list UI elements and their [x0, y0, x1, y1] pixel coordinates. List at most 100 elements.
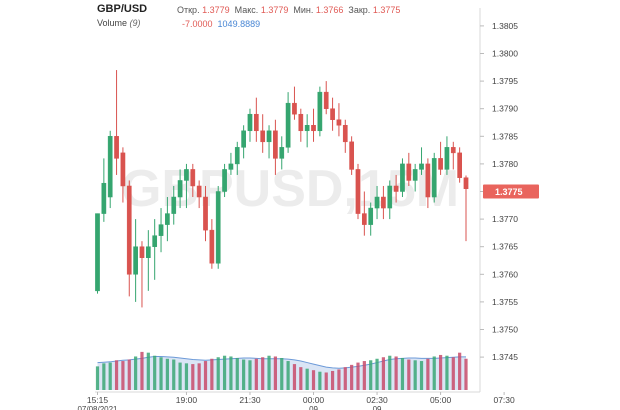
- candle-body[interactable]: [260, 130, 266, 143]
- volume-bar: [286, 361, 290, 390]
- candle-body[interactable]: [190, 169, 196, 187]
- candle-body[interactable]: [349, 141, 354, 170]
- candle-body[interactable]: [368, 207, 374, 225]
- volume-bar: [203, 361, 208, 390]
- candle-body[interactable]: [463, 177, 469, 189]
- candle-body[interactable]: [133, 246, 138, 275]
- candle-body[interactable]: [209, 229, 215, 264]
- candle-body[interactable]: [323, 91, 329, 109]
- candle-body[interactable]: [406, 163, 412, 181]
- candle-body[interactable]: [107, 136, 113, 198]
- volume-bar: [438, 354, 443, 390]
- candle-body[interactable]: [444, 147, 450, 170]
- volume-bar: [350, 364, 354, 390]
- candle-body[interactable]: [203, 196, 208, 231]
- low-value: 1.3766: [315, 5, 344, 15]
- volume-bar: [267, 355, 271, 390]
- candle-body[interactable]: [311, 125, 316, 132]
- candle-body[interactable]: [438, 158, 443, 170]
- candle-body[interactable]: [145, 246, 151, 258]
- close-label: Закр.: [348, 5, 371, 15]
- candle-body[interactable]: [457, 152, 462, 178]
- volume-bar: [184, 363, 189, 390]
- volume-bar: [394, 356, 398, 390]
- candle-body[interactable]: [241, 130, 246, 148]
- candle-body[interactable]: [304, 125, 310, 132]
- y-tick-label: 1.3765: [492, 242, 518, 252]
- x-tick-label: 15:15: [87, 395, 109, 405]
- volume-bar: [178, 362, 182, 390]
- volume-ma-value: 1049.8889: [217, 19, 261, 29]
- last-price-tag: [483, 184, 539, 199]
- volume-bar: [451, 357, 455, 390]
- volume-bar: [375, 358, 379, 390]
- x-tick-label: 02:30: [366, 395, 388, 405]
- candle-body[interactable]: [247, 113, 253, 132]
- candle-body[interactable]: [196, 185, 202, 198]
- candle-body[interactable]: [253, 113, 259, 132]
- candle-body[interactable]: [450, 147, 456, 154]
- candle-body[interactable]: [266, 130, 272, 143]
- candle-body[interactable]: [158, 224, 164, 236]
- volume-bar: [458, 352, 462, 390]
- candle-body[interactable]: [114, 136, 119, 159]
- candle-body[interactable]: [298, 113, 304, 132]
- volume-bar: [114, 360, 119, 390]
- candle-body[interactable]: [374, 196, 380, 209]
- volume-period: (9): [129, 18, 141, 28]
- candle-body[interactable]: [184, 169, 189, 181]
- volume-bar: [419, 361, 424, 390]
- candle-body[interactable]: [412, 169, 418, 181]
- candle-body[interactable]: [336, 119, 342, 126]
- volume-bar: [121, 361, 125, 390]
- candle-body[interactable]: [222, 169, 227, 192]
- candle-body[interactable]: [152, 235, 158, 247]
- candle-body[interactable]: [165, 213, 170, 225]
- candle-body[interactable]: [330, 108, 335, 120]
- candle-body[interactable]: [317, 91, 323, 132]
- candle-body[interactable]: [361, 213, 367, 225]
- volume-bar: [330, 370, 335, 390]
- y-tick-label: 1.3755: [492, 297, 518, 307]
- candle-body[interactable]: [292, 102, 297, 115]
- volume-bar: [242, 359, 246, 390]
- low-label: Мин.: [293, 5, 314, 15]
- candle-body[interactable]: [126, 185, 132, 275]
- candle-body[interactable]: [381, 196, 386, 209]
- candle-body[interactable]: [400, 163, 405, 192]
- candle-body[interactable]: [234, 147, 240, 165]
- open-label: Откр.: [177, 5, 200, 15]
- candle-body[interactable]: [419, 163, 424, 170]
- volume-bar: [305, 368, 309, 390]
- candle-body[interactable]: [342, 125, 348, 143]
- candle-body[interactable]: [120, 152, 126, 187]
- candle-body[interactable]: [273, 130, 278, 159]
- x-tick-label: 05:00: [430, 395, 452, 405]
- candle-body[interactable]: [285, 102, 291, 148]
- volume-bar: [400, 358, 405, 390]
- high-value: 1.3779: [260, 5, 289, 15]
- candle-body[interactable]: [279, 147, 285, 159]
- candle-body[interactable]: [425, 163, 431, 198]
- volume-bar: [134, 356, 138, 390]
- candle-body[interactable]: [95, 213, 100, 292]
- candle-body[interactable]: [177, 180, 183, 198]
- candle-body[interactable]: [387, 185, 393, 209]
- x-tick-label: 07:30: [493, 395, 515, 405]
- candle-body[interactable]: [431, 158, 437, 198]
- candle-body[interactable]: [393, 185, 399, 192]
- candle-body[interactable]: [355, 169, 361, 214]
- x-tick-sublabel: 09: [373, 405, 382, 410]
- volume-bar: [140, 351, 144, 390]
- volume-bar: [432, 356, 436, 390]
- volume-title: Volume: [97, 18, 128, 28]
- candle-body[interactable]: [171, 196, 177, 214]
- volume-bar: [280, 358, 284, 390]
- candle-body[interactable]: [139, 246, 145, 258]
- candle-body[interactable]: [101, 182, 107, 214]
- volume-bar: [299, 367, 303, 390]
- candle-body[interactable]: [215, 191, 221, 264]
- candle-body[interactable]: [228, 163, 234, 170]
- volume-bar: [235, 358, 239, 390]
